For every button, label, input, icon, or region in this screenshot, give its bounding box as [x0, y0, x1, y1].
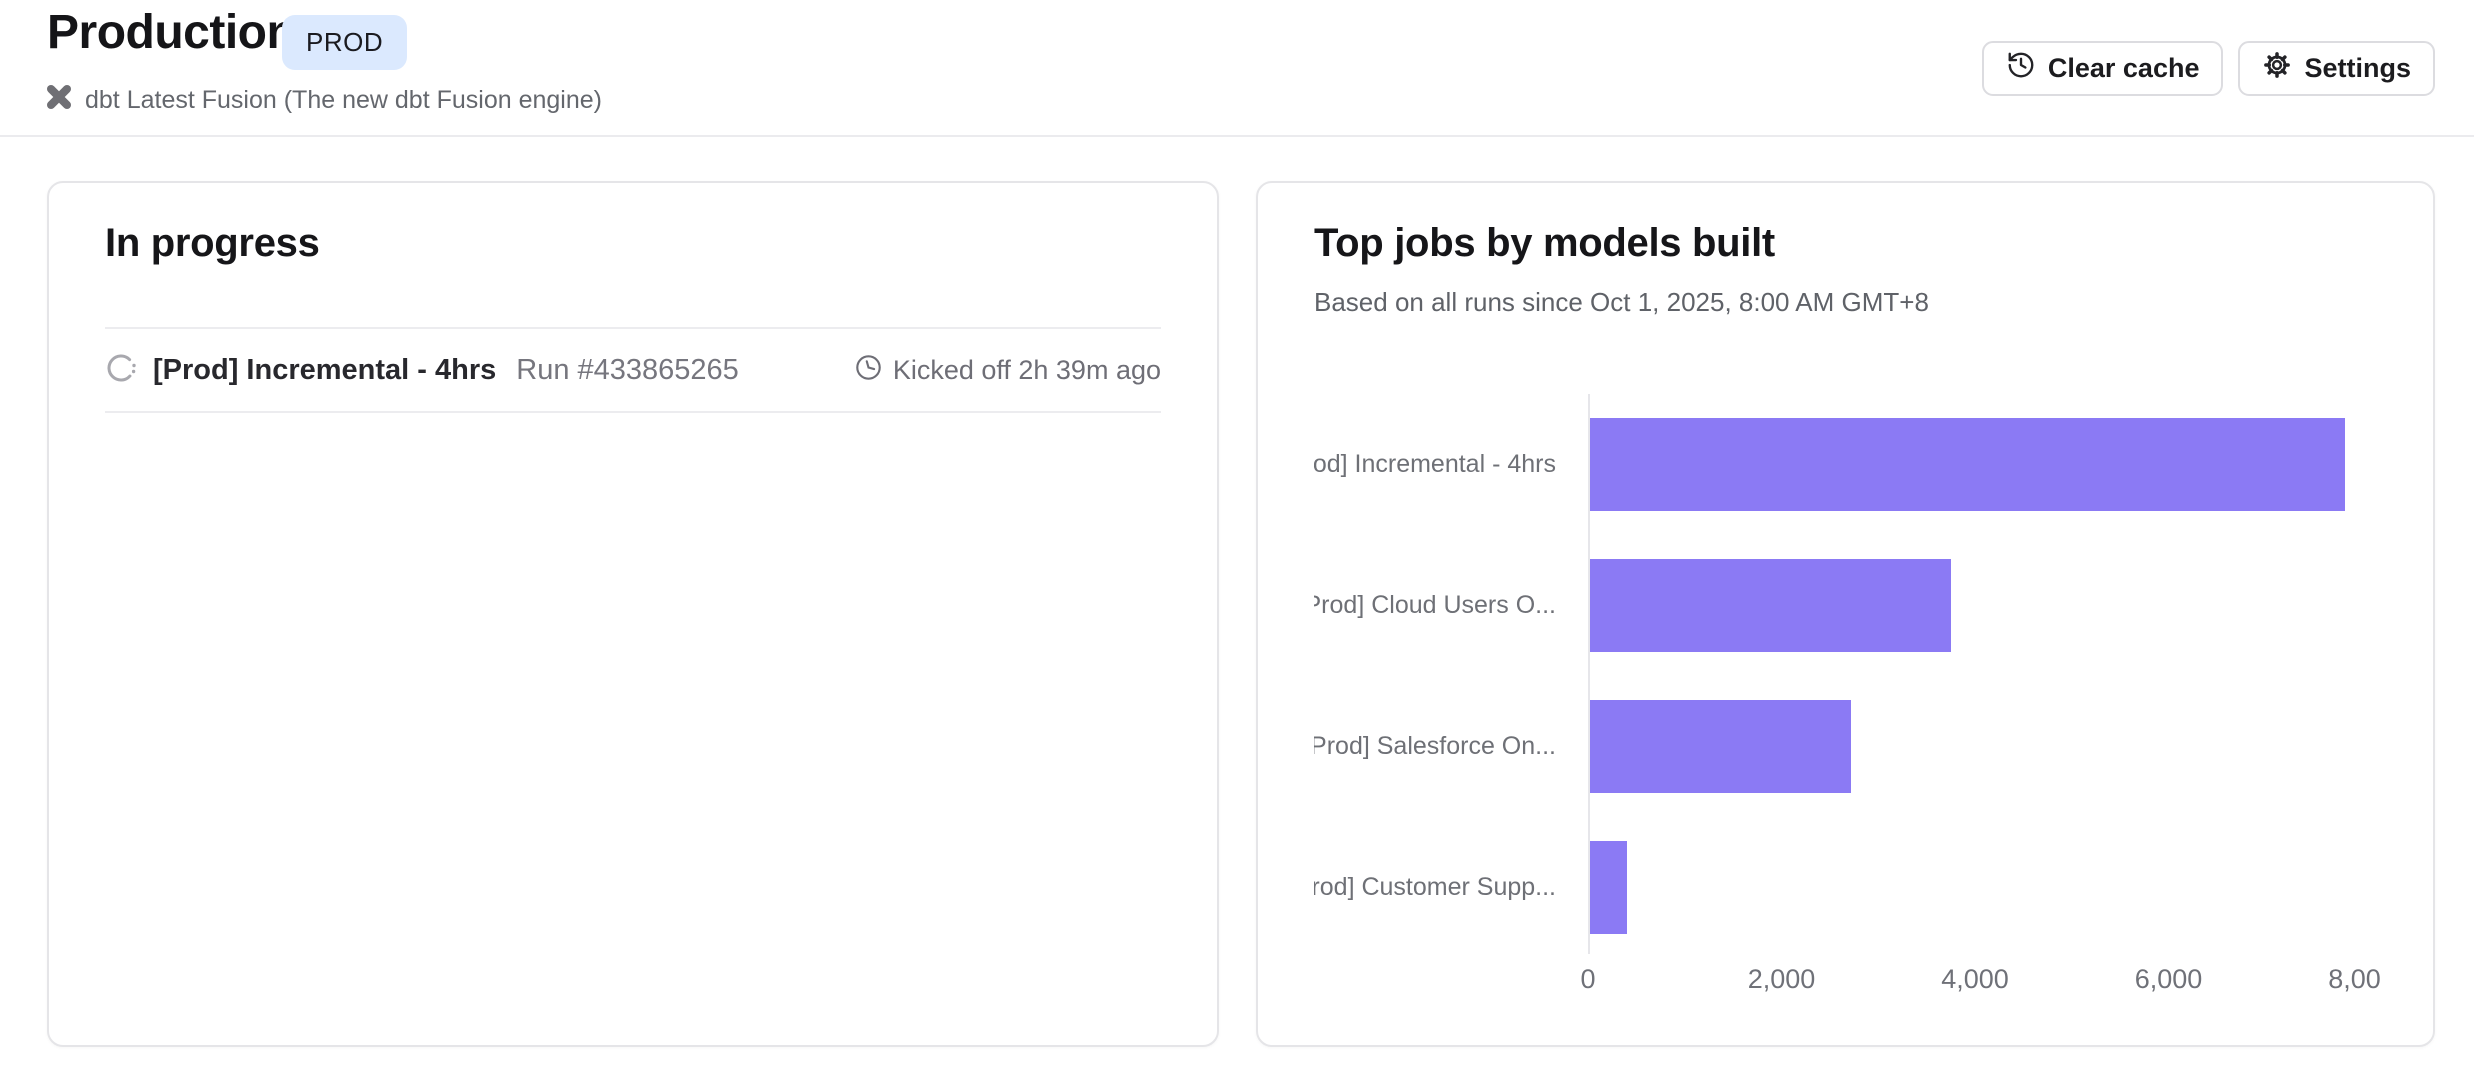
clear-cache-button[interactable]: Clear cache [1981, 41, 2224, 96]
run-row[interactable]: [Prod] Incremental - 4hrs Run #433865265… [105, 329, 1161, 411]
category-label: [Prod] Cloud Users O... [1314, 591, 1556, 619]
bar[interactable] [1590, 559, 1951, 652]
clear-cache-label: Clear cache [2047, 53, 2200, 83]
chart-row: [Prod] Cloud Users O... [1314, 535, 2380, 676]
x-tick-label: 4,000 [1941, 964, 2009, 994]
bar[interactable] [1590, 700, 1852, 793]
engine-subtitle: dbt Latest Fusion (The new dbt Fusion en… [85, 85, 602, 114]
chart-title: Top jobs by models built [1314, 221, 1775, 265]
prod-badge: PROD [282, 15, 408, 70]
spinner-icon [105, 352, 137, 389]
x-tick-label: 8,000 [2328, 964, 2380, 994]
settings-button[interactable]: Settings [2238, 41, 2435, 96]
run-right-group: Kicked off 2h 39m ago [854, 353, 1161, 387]
engine-subtitle-row: dbt Latest Fusion (The new dbt Fusion en… [44, 82, 602, 117]
row-divider-top [105, 327, 1161, 329]
top-jobs-card: Top jobs by models built Based on all ru… [1256, 181, 2435, 1047]
kicked-off-text: Kicked off 2h 39m ago [892, 354, 1161, 385]
gear-icon [2262, 50, 2292, 87]
row-divider-bottom [105, 411, 1161, 413]
in-progress-heading: In progress [105, 221, 320, 265]
job-name-link[interactable]: [Prod] Incremental - 4hrs [153, 353, 497, 386]
category-label: [Prod] Customer Supp... [1314, 873, 1556, 901]
clock-icon [854, 353, 883, 387]
bar-chart: [Prod] Incremental - 4hrs [Prod] Cloud Us… [1314, 394, 2380, 1004]
x-tick-label: 6,000 [2134, 964, 2203, 994]
settings-label: Settings [2304, 53, 2411, 83]
x-tick-label: 0 [1580, 964, 1596, 994]
run-left-group: [Prod] Incremental - 4hrs Run #433865265 [105, 352, 739, 389]
axis-zero-line [1588, 394, 1590, 954]
chart-row: [Prod] Customer Supp... [1314, 817, 2380, 958]
run-number-link[interactable]: Run #433865265 [516, 353, 739, 386]
header-actions: Clear cache Settings [1981, 41, 2435, 96]
x-tick-label: 2,000 [1747, 964, 1816, 994]
chart-row: [Prod] Incremental - 4hrs [1314, 394, 2380, 535]
category-label: [Prod] Incremental - 4hrs [1314, 450, 1556, 478]
history-icon [2006, 50, 2036, 87]
category-label: [Prod] Salesforce On... [1314, 732, 1556, 760]
in-progress-card: In progress [Prod] Incremental - 4hrs Ru… [47, 181, 1219, 1047]
header-divider [0, 135, 2474, 137]
chart-row: [Prod] Salesforce On... [1314, 676, 2380, 817]
chart-subtitle: Based on all runs since Oct 1, 2025, 8:0… [1314, 287, 1929, 317]
page-title: Production [47, 6, 296, 59]
dbt-fusion-icon [44, 82, 74, 117]
bar[interactable] [1590, 841, 1627, 934]
bar[interactable] [1590, 418, 2345, 511]
